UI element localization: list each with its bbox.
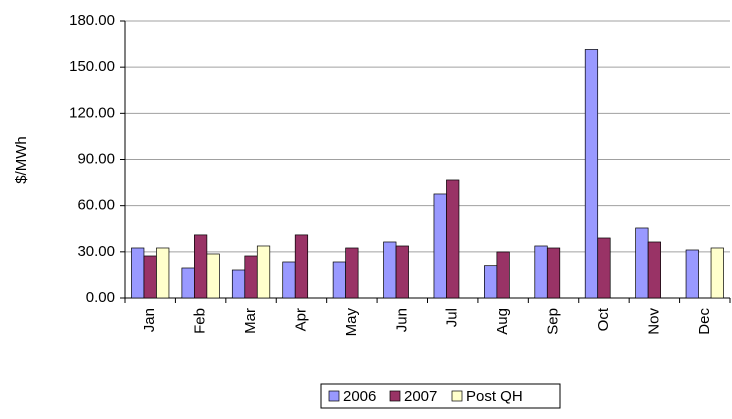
legend-swatch (328, 390, 340, 402)
bar (282, 261, 296, 299)
bar (496, 251, 510, 299)
bar (332, 261, 346, 299)
legend-label: Post QH (466, 388, 523, 405)
bar (584, 49, 599, 299)
y-tick-label: 90.00 (77, 150, 115, 167)
bar (597, 237, 611, 299)
bar (131, 247, 145, 299)
x-tick-label: May (343, 308, 360, 337)
bar (231, 269, 246, 299)
x-tick-label: Feb (192, 308, 209, 334)
legend-label: 2006 (343, 388, 376, 405)
y-tick-label: 0.00 (86, 289, 115, 306)
bar (181, 267, 195, 299)
legend-swatch (389, 390, 401, 402)
bar (534, 245, 548, 299)
x-tick-label: Dec (696, 308, 713, 335)
y-tick-label: 120.00 (69, 104, 115, 121)
x-tick-label: Jan (141, 308, 158, 332)
legend-swatch (451, 390, 463, 402)
bar (156, 247, 170, 299)
x-tick-label: Aug (494, 308, 511, 335)
bar (433, 193, 447, 299)
bar (484, 265, 498, 299)
x-tick-label: Oct (595, 307, 612, 331)
bar (194, 234, 208, 299)
bar (244, 255, 258, 299)
bar (685, 249, 699, 299)
x-tick-label: Jul (444, 308, 461, 327)
x-tick-label: Sep (545, 308, 562, 335)
y-tick-label: 30.00 (77, 243, 115, 260)
x-tick-label: Mar (242, 308, 259, 334)
y-tick-label: 60.00 (77, 197, 115, 214)
x-tick-label: Jun (393, 308, 410, 332)
legend-label: 2007 (404, 388, 437, 405)
y-tick-label: 180.00 (69, 12, 115, 29)
bar (446, 179, 460, 299)
bar (294, 234, 309, 299)
bar (256, 245, 271, 299)
x-tick-label: Nov (645, 308, 662, 335)
bar (345, 247, 359, 299)
bar (546, 247, 561, 299)
bar (635, 227, 649, 299)
bar (647, 241, 661, 299)
bar (395, 245, 409, 299)
legend-box (320, 383, 561, 409)
bar (710, 247, 724, 299)
bar (206, 253, 220, 299)
bar (383, 241, 397, 299)
bar (143, 255, 157, 299)
x-tick-label: Apr (292, 308, 309, 331)
y-axis-title: $/MWh (13, 136, 30, 184)
y-tick-label: 150.00 (69, 58, 115, 75)
